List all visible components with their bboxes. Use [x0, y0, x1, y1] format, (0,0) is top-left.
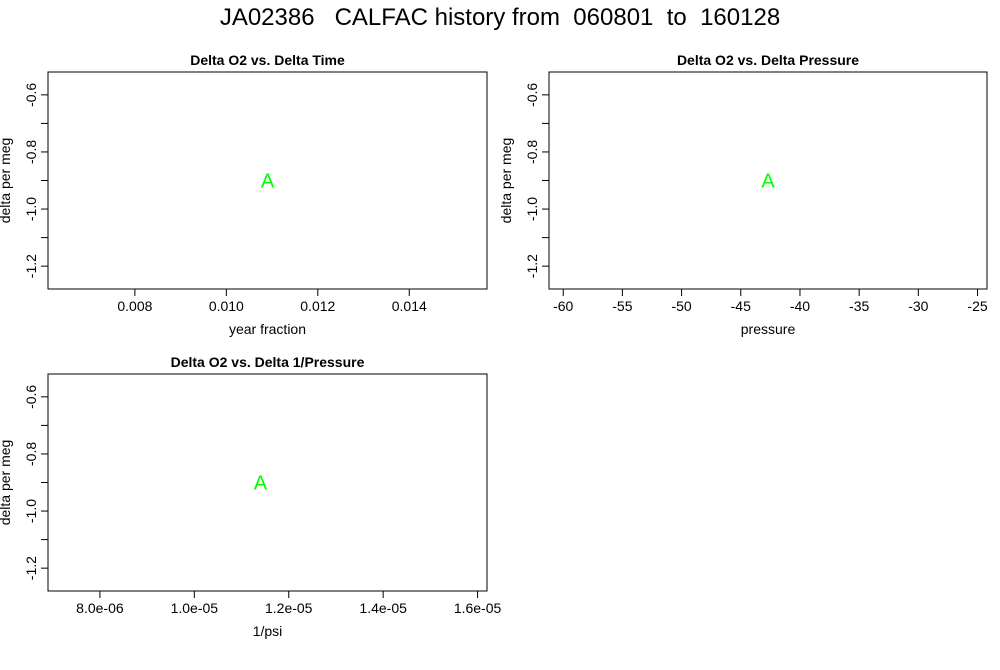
chart-3-y-tick-label: -1.2 [23, 556, 39, 580]
chart-2-x-tick-label: -25 [967, 298, 987, 314]
chart-1-y-tick-label: -0.8 [23, 140, 39, 164]
chart-3-y-tick-label: -0.8 [23, 442, 39, 466]
chart-1-x-tick-label: 0.010 [209, 298, 244, 314]
page-title: JA02386 CALFAC history from 060801 to 16… [219, 4, 781, 31]
chart-2-y-tick-label: -1.0 [524, 197, 540, 221]
chart-2-x-axis-label: pressure [741, 321, 796, 337]
chart-3-y-tick-label: -1.0 [23, 499, 39, 523]
chart-2-title: Delta O2 vs. Delta Pressure [677, 52, 859, 68]
chart-3-x-tick-label: 1.0e-05 [171, 600, 219, 616]
chart-1-x-tick-label: 0.012 [300, 298, 335, 314]
chart-1-y-tick-label: -0.6 [23, 83, 39, 107]
chart-3-x-tick-label: 1.4e-05 [359, 600, 407, 616]
chart-2-x-tick-label: -45 [731, 298, 751, 314]
chart-2-x-tick-label: -55 [612, 298, 632, 314]
chart-2-x-tick-label: -35 [849, 298, 869, 314]
chart-3-plot-frame [47, 373, 488, 592]
chart-2-x-tick-label: -30 [908, 298, 928, 314]
chart-2-x-tick-label: -50 [671, 298, 691, 314]
chart-3-x-axis-label: 1/psi [253, 623, 283, 639]
chart-2-y-tick-label: -0.8 [524, 140, 540, 164]
chart-1-x-tick-label: 0.008 [117, 298, 152, 314]
chart-3-y-tick-label: -0.6 [23, 385, 39, 409]
chart-1-y-axis-label: delta per meg [0, 138, 13, 224]
chart-3-y-axis-label: delta per meg [0, 440, 13, 526]
chart-1-x-tick-label: 0.014 [392, 298, 427, 314]
chart-3-x-tick-label: 1.6e-05 [454, 600, 502, 616]
chart-3-x-tick-label: 8.0e-06 [76, 600, 124, 616]
chart-1-x-axis-label: year fraction [229, 321, 306, 337]
chart-2-x-tick-label: -40 [790, 298, 810, 314]
chart-1-y-tick-label: -1.2 [23, 254, 39, 278]
chart-3-title: Delta O2 vs. Delta 1/Pressure [171, 354, 365, 370]
chart-2-data-point: A [761, 171, 775, 193]
chart-1-y-tick-label: -1.0 [23, 197, 39, 221]
chart-3-data-point: A [254, 473, 268, 495]
chart-1-title: Delta O2 vs. Delta Time [190, 52, 345, 68]
chart-2-y-tick-label: -0.6 [524, 83, 540, 107]
chart-2-x-tick-label: -60 [553, 298, 573, 314]
chart-2-y-tick-label: -1.2 [524, 254, 540, 278]
chart-3-x-tick-label: 1.2e-05 [265, 600, 313, 616]
chart-2-y-axis-label: delta per meg [498, 138, 514, 224]
chart-1-data-point: A [261, 171, 275, 193]
